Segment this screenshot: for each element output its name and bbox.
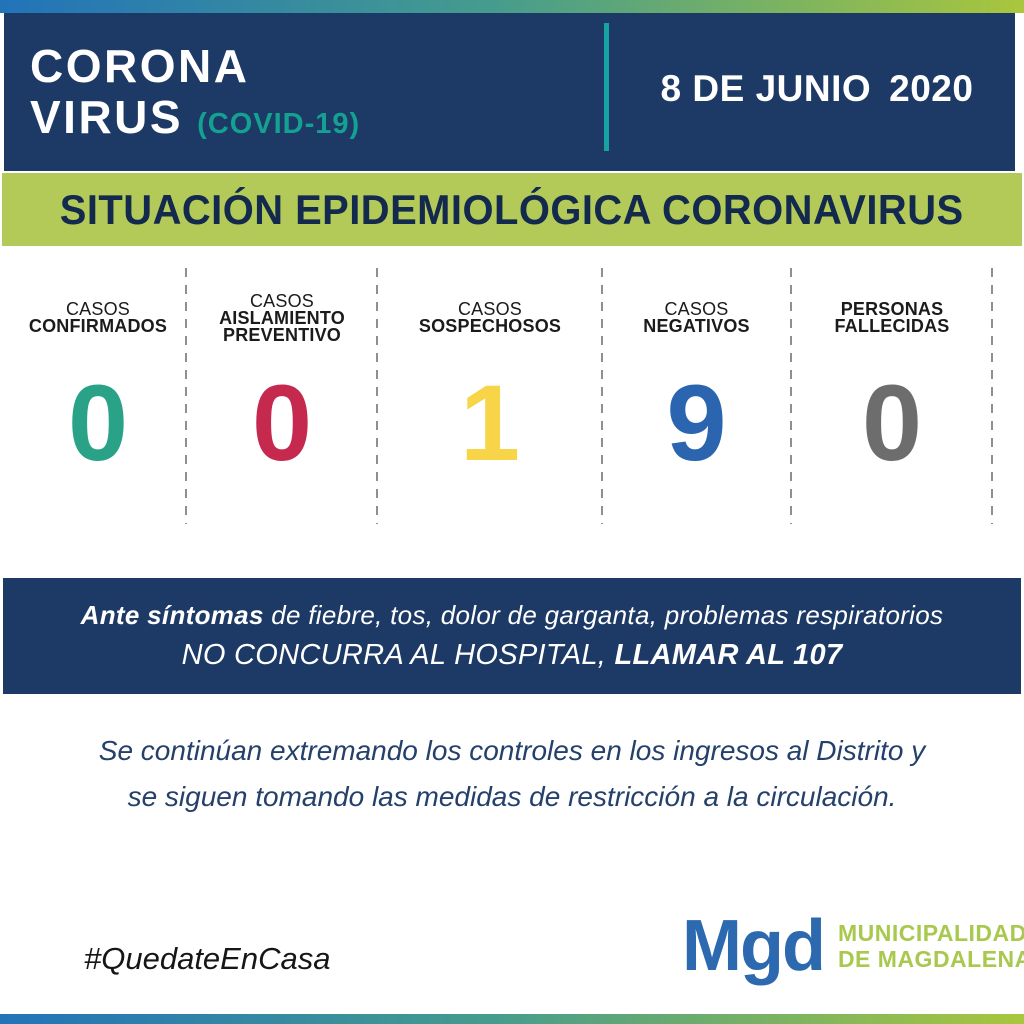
municipality-logo: Mgd MUNICIPALIDAD DE MAGDALENA (682, 908, 1024, 984)
stat-label: CASOS SOSPECHOSOS (418, 299, 562, 336)
banner-title: SITUACIÓN EPIDEMIOLÓGICA CORONAVIRUS (60, 185, 964, 233)
alert-banner: Ante síntomas de fiebre, tos, dolor de g… (3, 578, 1021, 694)
stat-label: CASOS CONFIRMADOS (28, 299, 168, 336)
stat-column-casos-confirmados: CASOS CONFIRMADOS 0 (10, 270, 186, 530)
stat-value: 1 (459, 362, 521, 483)
stat-label: PERSONAS FALLECIDAS (834, 299, 950, 336)
stat-column-casos-sospechosos: CASOS SOSPECHOSOS 1 (379, 270, 601, 530)
dashed-separator (790, 268, 792, 524)
title-line-corona: CORONA (30, 40, 250, 92)
info-line-2: se siguen tomando las medidas de restric… (127, 781, 897, 812)
bottom-gradient-bar (0, 1014, 1024, 1024)
top-gradient-bar (0, 0, 1024, 13)
title-line-virus: VIRUS (COVID-19) (30, 91, 361, 143)
stat-column-personas-fallecidas: PERSONAS FALLECIDAS 0 (793, 270, 991, 530)
stat-label: CASOS NEGATIVOS (643, 299, 750, 336)
stat-value: 0 (861, 362, 923, 483)
dashed-separator (601, 268, 603, 524)
stat-label: CASOS AISLAMIENTO PREVENTIVO (219, 290, 345, 345)
dashed-separator (376, 268, 378, 524)
covid19-label: (COVID-19) (197, 108, 361, 140)
dashed-separator (185, 268, 187, 524)
mgd-logo-text: Mgd (682, 906, 826, 986)
page-title: CORONA VIRUS (COVID-19) (30, 41, 360, 150)
stat-column-casos-negativos: CASOS NEGATIVOS 9 (603, 270, 790, 530)
section-banner: SITUACIÓN EPIDEMIOLÓGICA CORONAVIRUS (2, 173, 1022, 246)
info-paragraph: Se continúan extremando los controles en… (0, 728, 1024, 820)
info-line-1: Se continúan extremando los controles en… (98, 735, 926, 766)
stat-column-aislamiento-preventivo: CASOS AISLAMIENTO PREVENTIVO 0 (188, 270, 376, 530)
stat-value: 9 (666, 362, 727, 483)
teal-divider-bar (604, 23, 609, 151)
dashed-separator (991, 268, 993, 524)
date-day-month: 8 DE JUNIO (660, 68, 872, 109)
header-panel: CORONA VIRUS (COVID-19) 8 DE JUNIO 2020 (4, 13, 1015, 171)
hashtag-quedate-en-casa: #QuedateEnCasa (84, 941, 331, 976)
municipality-name: MUNICIPALIDAD DE MAGDALENA (837, 920, 1024, 972)
stat-value: 0 (251, 362, 313, 483)
alert-line-symptoms: Ante síntomas de fiebre, tos, dolor de g… (80, 600, 944, 630)
stat-value: 0 (67, 362, 129, 483)
alert-line-hospital: NO CONCURRA AL HOSPITAL, LLAMAR AL 107 (181, 639, 843, 671)
date-year: 2020 (889, 68, 974, 109)
report-date: 8 DE JUNIO 2020 (619, 13, 1015, 165)
